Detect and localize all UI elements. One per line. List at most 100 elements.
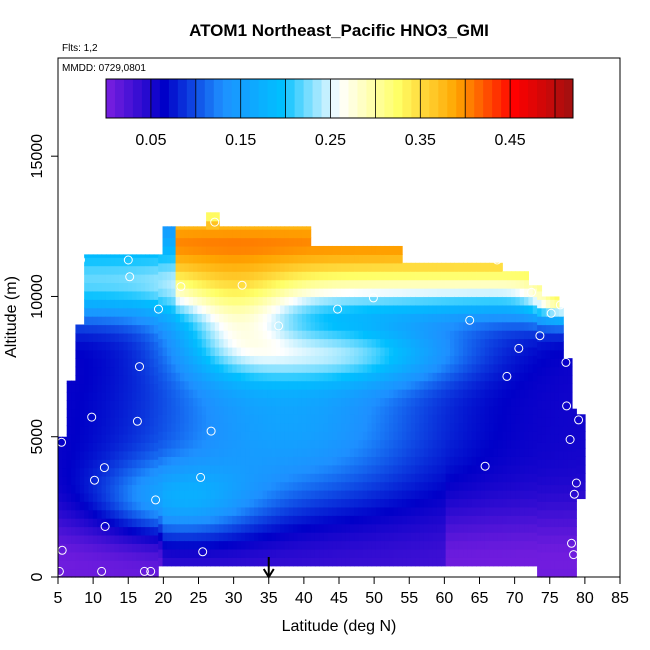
- heatmap-cell: [489, 304, 495, 314]
- heatmap-cell: [484, 262, 490, 272]
- heatmap-cell: [515, 422, 521, 432]
- heatmap-cell: [267, 226, 273, 230]
- flight-track-point: [76, 255, 85, 265]
- heatmap-cell: [223, 271, 229, 281]
- heatmap-cell: [384, 338, 390, 348]
- heatmap-cell: [214, 523, 220, 533]
- heatmap-cell: [484, 338, 490, 348]
- heatmap-cell: [314, 447, 320, 457]
- heatmap-cell: [550, 408, 556, 418]
- heatmap-cell: [236, 506, 242, 516]
- heatmap-cell: [336, 506, 342, 516]
- heatmap-cell: [258, 405, 264, 415]
- heatmap-cell: [497, 447, 503, 457]
- heatmap-cell: [310, 338, 316, 348]
- heatmap-cell: [301, 237, 307, 247]
- heatmap-cell: [314, 540, 320, 550]
- heatmap-cell: [232, 557, 238, 567]
- heatmap-cell: [62, 476, 68, 486]
- heatmap-cell: [480, 389, 486, 399]
- heatmap-cell: [354, 414, 360, 424]
- heatmap-cell: [271, 380, 277, 390]
- heatmap-cell: [267, 338, 273, 348]
- heatmap-cell: [271, 506, 277, 516]
- heatmap-cell: [506, 515, 512, 525]
- heatmap-cell: [62, 518, 68, 528]
- colorbar-swatch: [465, 79, 475, 118]
- heatmap-cell: [240, 321, 246, 331]
- heatmap-cell: [358, 296, 364, 306]
- heatmap-cell: [419, 515, 425, 525]
- heatmap-cell: [166, 447, 172, 457]
- heatmap-cell: [219, 473, 225, 483]
- heatmap-cell: [88, 316, 94, 326]
- heatmap-cell: [384, 313, 390, 323]
- heatmap-cell: [528, 296, 534, 306]
- heatmap-cell: [236, 389, 242, 399]
- heatmap-cell: [480, 405, 486, 415]
- heatmap-cell: [406, 548, 412, 558]
- heatmap-cell: [532, 557, 538, 567]
- heatmap-cell: [554, 307, 560, 317]
- heatmap-cell: [454, 389, 460, 399]
- heatmap-cell: [389, 389, 394, 399]
- heatmap-cell: [332, 506, 338, 516]
- heatmap-cell: [397, 397, 403, 407]
- heatmap-cell: [406, 321, 412, 331]
- heatmap-cell: [358, 532, 364, 542]
- heatmap-cell: [153, 375, 159, 385]
- heatmap-cell: [432, 490, 438, 500]
- heatmap-cell: [249, 237, 255, 247]
- heatmap-cell: [432, 456, 438, 466]
- heatmap-cell: [389, 447, 394, 457]
- heatmap-cell: [240, 245, 246, 255]
- heatmap-cell: [162, 288, 168, 298]
- heatmap-cell: [541, 433, 547, 443]
- heatmap-cell: [471, 456, 477, 466]
- heatmap-cell: [471, 506, 477, 516]
- heatmap-cell: [336, 447, 342, 457]
- heatmap-cell: [301, 279, 307, 289]
- heatmap-cell: [441, 279, 447, 289]
- heatmap-cell: [371, 288, 377, 298]
- heatmap-cell: [367, 296, 373, 306]
- heatmap-cell: [258, 229, 264, 239]
- heatmap-cell: [436, 338, 442, 348]
- heatmap-cell: [506, 380, 512, 390]
- heatmap-cell: [537, 341, 543, 351]
- heatmap-cell: [219, 245, 225, 255]
- heatmap-cell: [524, 548, 529, 558]
- heatmap-cell: [528, 431, 534, 441]
- heatmap-cell: [293, 355, 299, 365]
- heatmap-cell: [267, 422, 273, 432]
- heatmap-cell: [210, 540, 216, 550]
- flight-track-point: [99, 463, 109, 473]
- heatmap-cell: [428, 304, 434, 314]
- heatmap-cell: [310, 313, 316, 323]
- heatmap-cell: [236, 288, 242, 298]
- heatmap-cell: [197, 532, 203, 542]
- heatmap-cell: [476, 532, 482, 542]
- heatmap-cell: [293, 237, 299, 247]
- heatmap-cell: [415, 321, 421, 331]
- heatmap-cell: [354, 532, 360, 542]
- heatmap-cell: [105, 349, 111, 359]
- heatmap-cell: [402, 532, 408, 542]
- heatmap-cell: [245, 355, 251, 365]
- heatmap-cell: [227, 481, 233, 491]
- heatmap-cell: [153, 543, 159, 553]
- heatmap-cell: [558, 417, 564, 427]
- heatmap-cell: [524, 338, 529, 348]
- heatmap-cell: [345, 447, 351, 457]
- heatmap-cell: [319, 506, 325, 516]
- heatmap-cell: [149, 282, 155, 292]
- heatmap-cell: [227, 296, 233, 306]
- heatmap-cell: [271, 464, 277, 474]
- heatmap-cell: [223, 330, 229, 340]
- heatmap-cell: [232, 288, 238, 298]
- heatmap-cell: [423, 389, 429, 399]
- heatmap-cell: [471, 262, 477, 272]
- heatmap-cell: [445, 422, 451, 432]
- heatmap-cell: [118, 375, 124, 385]
- heatmap-cell: [132, 560, 137, 570]
